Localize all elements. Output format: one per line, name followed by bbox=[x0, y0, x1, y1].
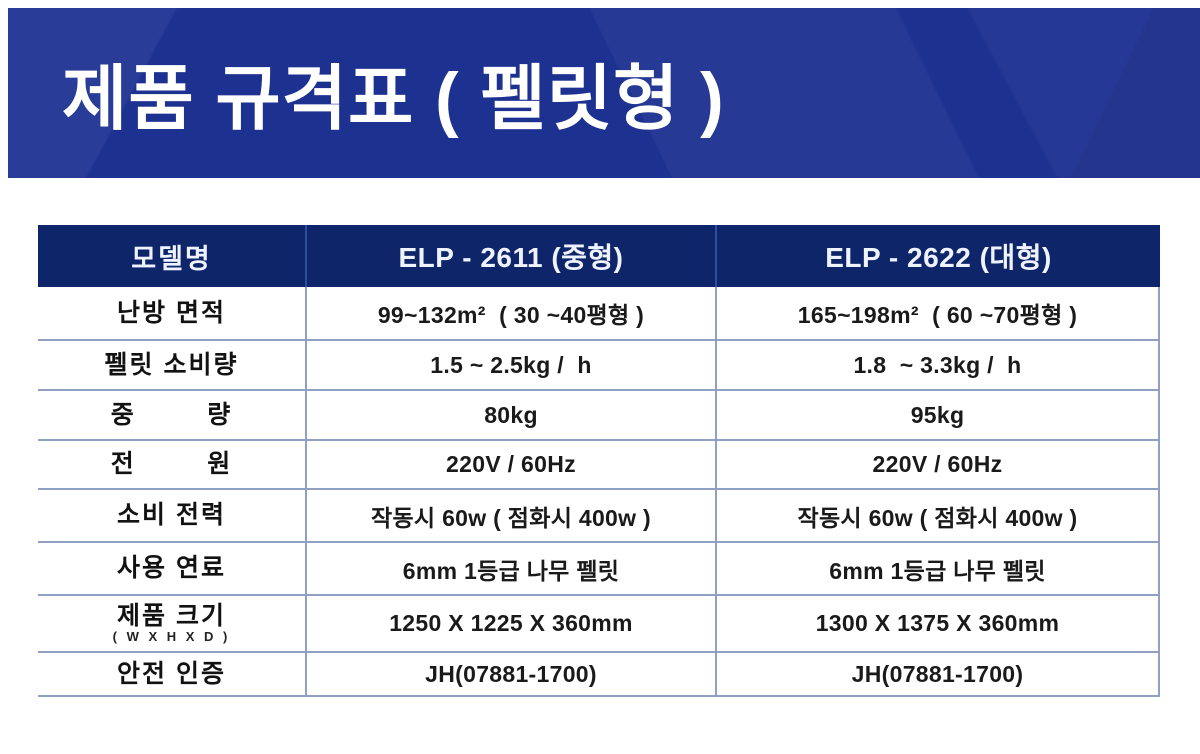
table-row-safety-certification: 안전 인증 JH(07881-1700) JH(07881-1700) bbox=[38, 653, 1158, 697]
spec-value-elp-2611: 1.5 ~ 2.5kg / h bbox=[305, 341, 715, 389]
spec-value-elp-2622: 1.8 ~ 3.3kg / h bbox=[715, 341, 1158, 389]
spec-value-elp-2611: 작동시 60w ( 점화시 400w ) bbox=[305, 490, 715, 541]
spec-value-elp-2622: 6mm 1등급 나무 펠릿 bbox=[715, 543, 1158, 594]
row-label: 안전 인증 bbox=[38, 653, 305, 695]
row-label: 전 원 bbox=[38, 441, 305, 488]
row-label-text: 사용 연료 bbox=[117, 554, 226, 583]
table-row-pellet-consumption: 펠릿 소비량 1.5 ~ 2.5kg / h 1.8 ~ 3.3kg / h bbox=[38, 341, 1158, 391]
row-label-text: 펠릿 소비량 bbox=[104, 350, 239, 379]
header-model-name-label: 모델명 bbox=[131, 243, 212, 274]
spec-value-elp-2611: 99~132m² ( 30 ~40평형 ) bbox=[305, 287, 715, 339]
table-row-power-consumption: 소비 전력 작동시 60w ( 점화시 400w ) 작동시 60w ( 점화시… bbox=[38, 490, 1158, 543]
spec-value-elp-2622: 95kg bbox=[715, 391, 1158, 439]
table-row-weight: 중 량 80kg 95kg bbox=[38, 391, 1158, 441]
row-label: 사용 연료 bbox=[38, 543, 305, 594]
spec-value-elp-2611: 80kg bbox=[305, 391, 715, 439]
spec-value-elp-2622: 165~198m² ( 60 ~70평형 ) bbox=[715, 287, 1158, 339]
table-row-product-size: 제품 크기 ( W X H X D ) 1250 X 1225 X 360mm … bbox=[38, 596, 1158, 653]
row-label-text: 소비 전력 bbox=[117, 501, 226, 530]
row-label-text: 안전 인증 bbox=[117, 659, 226, 688]
row-label: 제품 크기 ( W X H X D ) bbox=[38, 596, 305, 651]
row-label: 펠릿 소비량 bbox=[38, 341, 305, 389]
title-banner: 제품 규격표 ( 펠릿형 ) bbox=[8, 8, 1200, 178]
row-label-text: 제품 크기 bbox=[117, 602, 226, 631]
spec-value-elp-2622: 작동시 60w ( 점화시 400w ) bbox=[715, 490, 1158, 541]
spec-value-elp-2622: JH(07881-1700) bbox=[715, 653, 1158, 695]
spec-value-elp-2622: 220V / 60Hz bbox=[715, 441, 1158, 488]
table-row-power-source: 전 원 220V / 60Hz 220V / 60Hz bbox=[38, 441, 1158, 490]
row-label: 소비 전력 bbox=[38, 490, 305, 541]
spec-value-elp-2611: 1250 X 1225 X 360mm bbox=[305, 596, 715, 651]
row-label-text: 난방 면적 bbox=[117, 298, 226, 327]
header-model-elp-2611: ELP - 2611 (중형) bbox=[305, 225, 715, 287]
spec-table-header-row: 모델명 ELP - 2611 (중형) ELP - 2622 (대형) bbox=[38, 225, 1160, 287]
table-row-fuel-type: 사용 연료 6mm 1등급 나무 펠릿 6mm 1등급 나무 펠릿 bbox=[38, 543, 1158, 596]
spec-table: 모델명 ELP - 2611 (중형) ELP - 2622 (대형) 난방 면… bbox=[38, 225, 1160, 697]
row-label: 난방 면적 bbox=[38, 287, 305, 339]
page-title: 제품 규격표 ( 펠릿형 ) bbox=[62, 60, 725, 139]
spec-table-body: 난방 면적 99~132m² ( 30 ~40평형 ) 165~198m² ( … bbox=[38, 287, 1160, 697]
row-label-text: 중 량 bbox=[110, 400, 233, 429]
row-label: 중 량 bbox=[38, 391, 305, 439]
spec-value-elp-2622: 1300 X 1375 X 360mm bbox=[715, 596, 1158, 651]
spec-value-elp-2611: 220V / 60Hz bbox=[305, 441, 715, 488]
table-row-heating-area: 난방 면적 99~132m² ( 30 ~40평형 ) 165~198m² ( … bbox=[38, 287, 1158, 341]
header-model-elp-2622: ELP - 2622 (대형) bbox=[715, 225, 1160, 287]
spec-value-elp-2611: JH(07881-1700) bbox=[305, 653, 715, 695]
row-sublabel-text: ( W X H X D ) bbox=[112, 629, 231, 645]
row-label-text: 전 원 bbox=[110, 450, 233, 479]
spec-value-elp-2611: 6mm 1등급 나무 펠릿 bbox=[305, 543, 715, 594]
